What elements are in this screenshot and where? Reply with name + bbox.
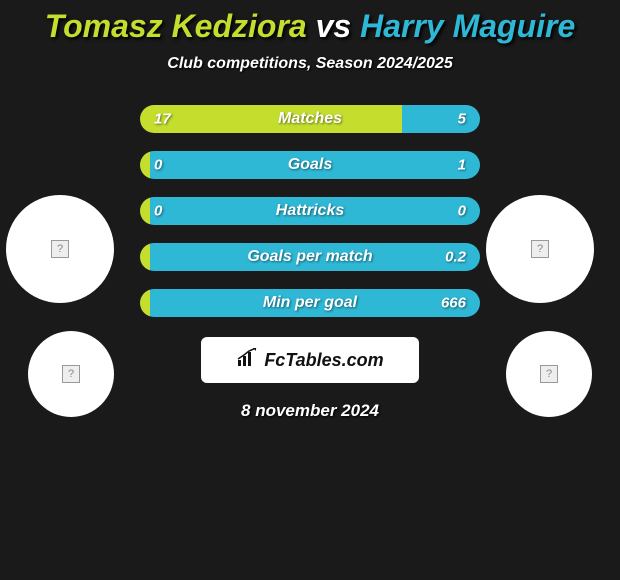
stat-value-right: 1: [458, 157, 466, 174]
avatar-circle: ?: [486, 195, 594, 303]
stat-row: Goals 0 1: [140, 151, 480, 179]
stat-value-left: 17: [154, 111, 171, 128]
stat-label: Hattricks: [276, 202, 344, 220]
stat-row: Goals per match 0.2: [140, 243, 480, 271]
image-placeholder-icon: ?: [531, 240, 549, 258]
stat-bar-right: [402, 105, 480, 133]
comparison-infographic: Tomasz Kedziora vs Harry Maguire Club co…: [0, 0, 620, 580]
stat-row: Hattricks 0 0: [140, 197, 480, 225]
stat-value-left: 0: [154, 157, 162, 174]
vs-text: vs: [307, 8, 360, 44]
image-placeholder-icon: ?: [51, 240, 69, 258]
stat-bar-left: [140, 105, 402, 133]
stat-value-right: 5: [458, 111, 466, 128]
page-title: Tomasz Kedziora vs Harry Maguire: [0, 0, 620, 45]
stat-label: Goals: [288, 156, 332, 174]
stat-bar-left: [140, 197, 150, 225]
image-placeholder-icon: ?: [540, 365, 558, 383]
stat-bar-left: [140, 243, 150, 271]
stat-value-right: 666: [441, 295, 466, 312]
stat-row: Min per goal 666: [140, 289, 480, 317]
stat-label: Min per goal: [263, 294, 357, 312]
subtitle: Club competitions, Season 2024/2025: [0, 55, 620, 73]
image-placeholder-icon: ?: [62, 365, 80, 383]
avatar-circle: ?: [506, 331, 592, 417]
stat-label: Goals per match: [247, 248, 372, 266]
stats-table: Matches 17 5 Goals 0 1 Hattricks 0 0 Goals per ma…: [140, 105, 480, 317]
stat-label: Matches: [278, 110, 342, 128]
stat-row: Matches 17 5: [140, 105, 480, 133]
stat-value-left: 0: [154, 203, 162, 220]
stat-value-right: 0: [458, 203, 466, 220]
logo-chart-icon: [236, 348, 260, 373]
logo-text: FcTables.com: [264, 350, 383, 371]
stat-bar-left: [140, 151, 150, 179]
stat-value-right: 0.2: [445, 249, 466, 266]
avatar-circle: ?: [6, 195, 114, 303]
logo-box: FcTables.com: [201, 337, 419, 383]
stat-bar-left: [140, 289, 150, 317]
player1-name: Tomasz Kedziora: [45, 8, 307, 44]
avatar-circle: ?: [28, 331, 114, 417]
player2-name: Harry Maguire: [360, 8, 575, 44]
